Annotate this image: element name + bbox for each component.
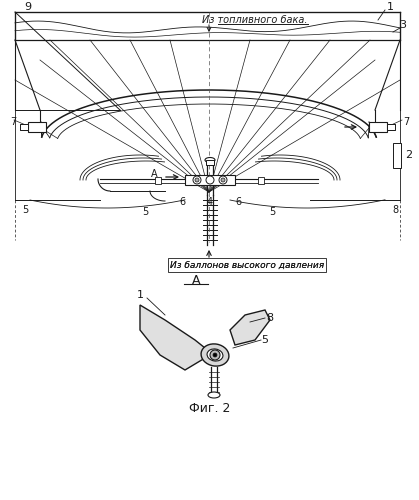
Text: 5: 5 (22, 205, 28, 215)
Circle shape (206, 176, 214, 184)
Ellipse shape (205, 158, 215, 162)
Text: А: А (192, 274, 200, 286)
Bar (387, 124, 395, 130)
Bar (20, 124, 28, 130)
Text: 6: 6 (235, 197, 241, 207)
Text: Из топливного бака.: Из топливного бака. (202, 15, 308, 25)
Circle shape (213, 353, 217, 357)
Text: 7: 7 (403, 117, 409, 127)
Text: А: А (151, 169, 158, 179)
Text: 2: 2 (406, 150, 413, 160)
Text: 4: 4 (207, 197, 213, 207)
Circle shape (210, 350, 220, 360)
Text: 5: 5 (142, 207, 148, 217)
Text: 3: 3 (399, 20, 406, 30)
Text: 1: 1 (137, 290, 143, 300)
Bar (393, 143, 401, 168)
Text: 8: 8 (266, 313, 274, 323)
Polygon shape (140, 305, 210, 370)
Text: 7: 7 (10, 117, 16, 127)
Ellipse shape (207, 349, 223, 361)
Circle shape (193, 176, 201, 184)
Polygon shape (230, 310, 270, 345)
Ellipse shape (208, 392, 220, 398)
Circle shape (195, 178, 199, 182)
Bar (206, 160, 214, 165)
Text: Фиг. 2: Фиг. 2 (189, 402, 231, 414)
Bar (369, 122, 387, 132)
Bar (185, 175, 235, 185)
Text: 6: 6 (179, 197, 185, 207)
Text: 5: 5 (269, 207, 275, 217)
Bar (155, 177, 161, 184)
Text: 9: 9 (24, 2, 31, 12)
Text: 1: 1 (386, 2, 393, 12)
Circle shape (221, 178, 225, 182)
Text: 8: 8 (392, 205, 398, 215)
Ellipse shape (201, 344, 229, 366)
Bar (28, 122, 46, 132)
Bar (168, 258, 326, 272)
Text: 5: 5 (261, 335, 269, 345)
Bar (258, 177, 264, 184)
Text: Из баллонов высокого давления: Из баллонов высокого давления (170, 260, 324, 270)
Circle shape (219, 176, 227, 184)
Text: Из баллонов высокого давления: Из баллонов высокого давления (170, 260, 324, 270)
